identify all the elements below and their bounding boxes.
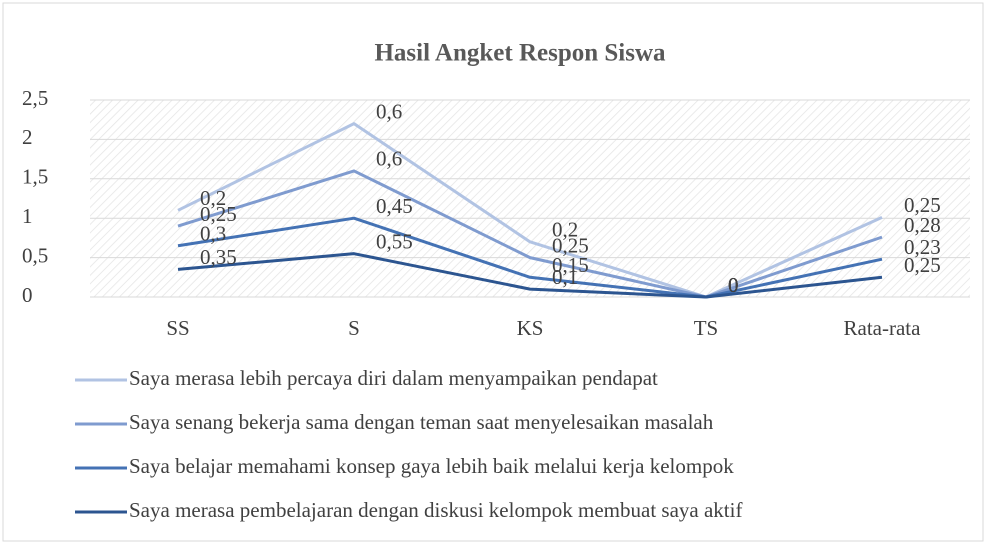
x-tick-label: S — [348, 316, 360, 340]
data-label: 0 — [728, 273, 739, 297]
data-label: 0,2 — [200, 186, 226, 210]
data-label: 0,55 — [376, 229, 413, 253]
chart-title: Hasil Angket Respon Siswa — [374, 40, 666, 67]
series-line — [177, 122, 883, 299]
data-label: 0,45 — [376, 194, 413, 218]
data-label: 0,25 — [904, 193, 941, 217]
data-label: 0,23 — [904, 235, 941, 259]
x-tick-label: Rata-rata — [844, 316, 922, 340]
series-line — [177, 216, 883, 299]
series-line — [177, 169, 883, 299]
data-label: 0,6 — [376, 147, 402, 171]
data-label: 0,2 — [552, 218, 578, 242]
data-label: 0,25 — [552, 233, 589, 257]
series-line — [177, 252, 883, 299]
legend-label: Saya belajar memahami konsep gaya lebih … — [129, 454, 734, 478]
data-label: 0,6 — [376, 99, 402, 123]
x-tick-label: SS — [166, 316, 189, 340]
data-label: 0,15 — [552, 253, 589, 277]
legend-label: Saya senang bekerja sama dengan teman sa… — [129, 410, 714, 434]
y-tick-label: 1 — [22, 204, 33, 228]
data-label: 0 — [728, 273, 739, 297]
x-tick-label: KS — [517, 316, 544, 340]
data-label: 0,25 — [904, 253, 941, 277]
legend-label: Saya merasa pembelajaran dengan diskusi … — [129, 498, 742, 522]
y-tick-label: 2 — [22, 125, 33, 149]
data-label: 0,3 — [200, 222, 226, 246]
data-label: 0,35 — [200, 245, 237, 269]
data-label: 0,1 — [552, 265, 578, 289]
data-label: 0 — [728, 273, 739, 297]
y-tick-label: 0,5 — [22, 243, 48, 267]
y-tick-label: 0 — [22, 283, 33, 307]
data-label: 0,25 — [200, 202, 237, 226]
data-label: 0,28 — [904, 213, 941, 237]
y-tick-label: 1,5 — [22, 165, 48, 189]
data-label: 0 — [728, 273, 739, 297]
x-tick-label: TS — [694, 316, 719, 340]
legend-label: Saya merasa lebih percaya diri dalam men… — [129, 366, 658, 390]
y-tick-label: 2,5 — [22, 86, 48, 110]
